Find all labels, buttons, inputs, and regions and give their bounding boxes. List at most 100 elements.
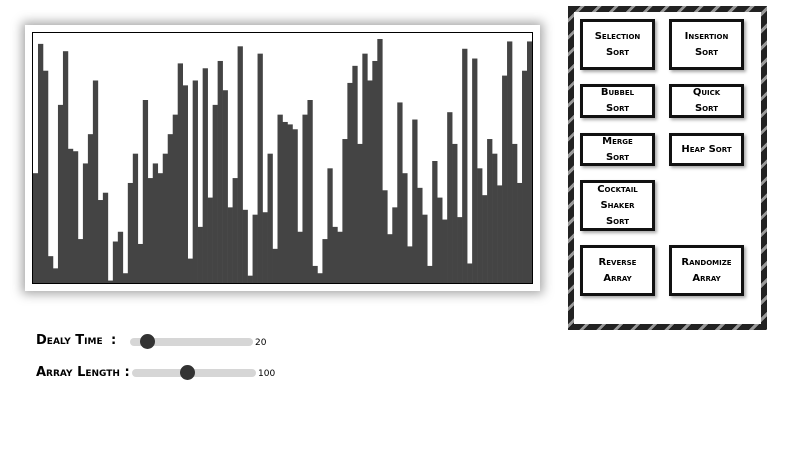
array-bar [37, 43, 44, 283]
array-bar [322, 239, 328, 283]
array-bar [77, 239, 84, 283]
array-bar [517, 182, 523, 283]
array-bar [477, 168, 483, 283]
array-bar [332, 226, 338, 283]
sort-button[interactable]: Heap Sort [669, 133, 744, 166]
array-bar [202, 68, 208, 283]
array-bar [192, 80, 198, 283]
array-bar [242, 209, 248, 283]
button-panel: Selection Sort Insertion Sort Bubbel Sort Q… [568, 6, 767, 330]
array-bar [162, 153, 169, 283]
array-bar [72, 151, 79, 283]
array-bar [87, 134, 94, 283]
array-bar [67, 148, 74, 283]
sort-button[interactable]: Bubbel Sort [580, 84, 655, 118]
array-bar [302, 114, 308, 283]
array-bar [422, 214, 428, 283]
array-bar [442, 219, 448, 283]
array-bar [352, 65, 358, 283]
sort-button[interactable]: Quick Sort [669, 84, 744, 118]
length-label: Array Length : [36, 365, 130, 380]
sort-button[interactable]: Insertion Sort [669, 19, 744, 70]
array-bar [482, 195, 488, 283]
array-bar [527, 41, 532, 283]
array-bar [147, 178, 154, 283]
array-bar [437, 197, 443, 283]
array-bar [237, 46, 243, 283]
array-bar [412, 119, 418, 283]
array-bar [522, 70, 528, 283]
sort-button[interactable]: Selection Sort [580, 19, 655, 70]
array-bar [367, 80, 373, 283]
slider-thumb[interactable] [140, 334, 155, 349]
array-bar [167, 134, 174, 283]
array-bar [112, 241, 119, 283]
array-bar [247, 275, 253, 283]
array-bar [257, 53, 263, 283]
array-bar [417, 187, 423, 283]
array-bar [342, 139, 348, 283]
array-bar [42, 70, 49, 283]
array-bar [52, 268, 59, 283]
array-bar [287, 124, 293, 283]
array-bar [252, 214, 258, 283]
array-bar [407, 246, 413, 283]
array-bar [107, 280, 114, 283]
array-bar [472, 58, 478, 283]
delay-label: Dealy Time [36, 333, 103, 348]
array-bar [232, 178, 238, 283]
array-bar [462, 48, 468, 283]
array-bar [432, 161, 438, 283]
array-bar [357, 143, 363, 283]
delay-value: 20 [255, 338, 267, 348]
array-bar [62, 51, 69, 283]
array-bar [132, 153, 139, 283]
array-bar [377, 39, 383, 283]
array-bar [197, 226, 203, 283]
array-bar [222, 90, 228, 283]
visualizer [25, 25, 540, 291]
array-bar [427, 265, 433, 283]
array-bar [362, 53, 368, 283]
array-bar [512, 143, 518, 283]
array-bar [172, 114, 179, 283]
array-bar [212, 104, 218, 283]
array-bar [337, 231, 343, 283]
array-bar [402, 173, 408, 283]
array-bar [137, 243, 144, 283]
array-bar [122, 273, 129, 283]
array-bar [327, 168, 333, 283]
array-bar [312, 265, 318, 283]
sort-button[interactable]: Cocktail Shaker Sort [580, 180, 655, 231]
array-bar [267, 153, 273, 283]
array-bar [317, 273, 323, 283]
array-bar [467, 263, 473, 283]
array-bar [97, 200, 104, 283]
array-bar [152, 163, 159, 283]
sort-button[interactable]: Randomize Array [669, 245, 744, 296]
sort-button[interactable]: Reverse Array [580, 245, 655, 296]
slider-thumb[interactable] [180, 365, 195, 380]
array-bar [452, 143, 458, 283]
delay-slider[interactable] [130, 334, 253, 349]
sort-button[interactable]: Merge Sort [580, 133, 655, 166]
array-bar [92, 80, 99, 283]
array-bar [387, 234, 393, 283]
array-bar [217, 60, 223, 283]
length-value: 100 [258, 369, 276, 379]
array-bar [57, 104, 64, 283]
array-bar [207, 197, 213, 283]
array-bar [272, 248, 278, 283]
array-bar [102, 192, 109, 283]
array-bar [457, 217, 463, 283]
array-bar [487, 139, 493, 283]
array-bar [82, 163, 89, 283]
array-bar [392, 207, 398, 283]
length-slider[interactable] [132, 365, 256, 380]
array-bar [182, 85, 188, 283]
array-bar [397, 102, 403, 283]
array-bar [382, 190, 388, 283]
array-bar [372, 60, 378, 283]
array-bar [117, 231, 124, 283]
